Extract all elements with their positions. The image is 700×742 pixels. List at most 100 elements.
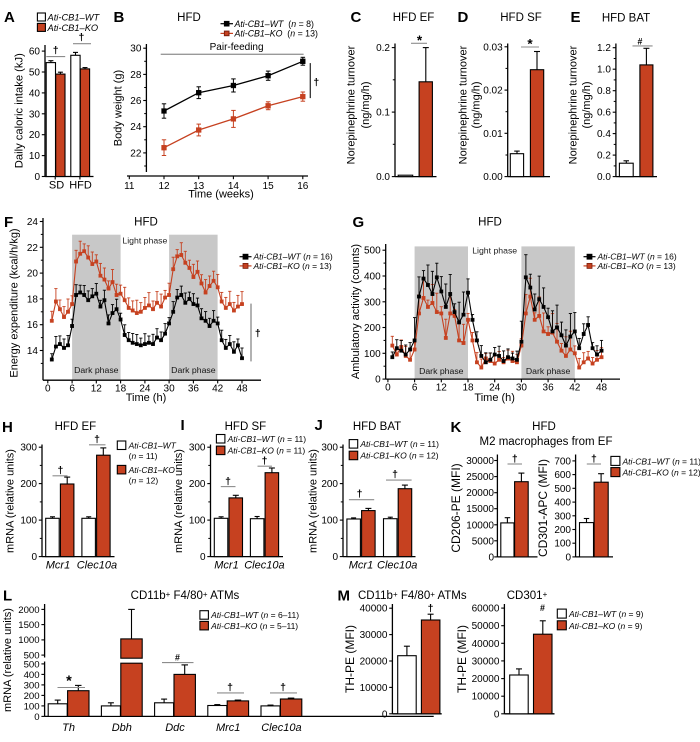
svg-text:10: 10 (29, 151, 41, 162)
svg-text:5000: 5000 (472, 536, 495, 547)
svg-text:100: 100 (189, 516, 206, 527)
svg-text:†: † (78, 32, 84, 44)
svg-text:500: 500 (24, 651, 40, 662)
svg-text:100: 100 (554, 539, 571, 550)
svg-text:20000: 20000 (466, 488, 494, 499)
svg-text:100: 100 (20, 516, 37, 527)
svg-text:SD: SD (49, 180, 64, 192)
svg-text:Energy expenditure (kcal/h/kg): Energy expenditure (kcal/h/kg) (9, 228, 21, 377)
svg-text:Ati-CB1–KO (n = 13): Ati-CB1–KO (n = 13) (597, 261, 676, 271)
svg-text:0: 0 (200, 552, 206, 563)
svg-text:0.0: 0.0 (597, 172, 611, 183)
svg-text:Dark phase: Dark phase (419, 366, 464, 376)
svg-text:0: 0 (488, 552, 494, 563)
svg-text:†: † (53, 45, 59, 57)
svg-text:HFD BAT: HFD BAT (602, 13, 650, 25)
svg-text:0: 0 (45, 383, 51, 394)
svg-text:†: † (591, 453, 597, 465)
svg-text:12: 12 (158, 181, 170, 192)
svg-text:400: 400 (24, 670, 40, 681)
svg-text:2000: 2000 (18, 605, 39, 616)
svg-text:†: † (94, 434, 100, 446)
svg-text:0: 0 (34, 712, 39, 723)
svg-text:0.00: 0.00 (483, 172, 503, 183)
svg-text:HFD: HFD (532, 421, 556, 433)
svg-text:Ati-CB1–KO (n = 12): Ati-CB1–KO (n = 12) (359, 451, 438, 461)
svg-text:1500: 1500 (18, 620, 39, 631)
svg-text:B: B (114, 9, 125, 26)
svg-text:200: 200 (189, 479, 206, 490)
svg-text:10000: 10000 (360, 683, 388, 694)
svg-text:0.2: 0.2 (597, 151, 611, 162)
svg-text:†: † (512, 453, 518, 465)
svg-text:14: 14 (27, 346, 39, 357)
svg-text:mRNA (relative units): mRNA (relative units) (2, 608, 14, 712)
svg-text:0: 0 (31, 552, 37, 563)
svg-text:26: 26 (130, 96, 142, 107)
svg-text:Clec10a: Clec10a (377, 560, 417, 572)
svg-text:0.0: 0.0 (376, 172, 390, 183)
svg-text:(ng/mg/h): (ng/mg/h) (360, 81, 372, 128)
svg-text:50: 50 (29, 68, 41, 79)
svg-text:TH-PE (MFI): TH-PE (MFI) (343, 625, 357, 693)
svg-text:700: 700 (554, 456, 571, 467)
svg-text:HFD: HFD (134, 217, 158, 229)
svg-text:200: 200 (554, 525, 571, 536)
svg-text:†: † (262, 455, 268, 467)
svg-text:(ng/mg/h): (ng/mg/h) (471, 81, 483, 128)
svg-text:0: 0 (375, 375, 381, 386)
svg-text:HFD: HFD (478, 217, 502, 229)
svg-text:†: † (357, 488, 363, 500)
svg-text:16: 16 (297, 181, 309, 192)
svg-text:18: 18 (462, 382, 474, 393)
svg-text:Ati-CB1–KO: Ati-CB1–KO (47, 23, 99, 33)
svg-text:(n = 11): (n = 11) (129, 451, 158, 461)
svg-text:20000: 20000 (472, 674, 500, 685)
svg-text:Norepinephrine turnover: Norepinephrine turnover (568, 45, 580, 164)
svg-text:H: H (2, 419, 13, 436)
svg-text:HFD SF: HFD SF (500, 12, 542, 24)
svg-text:Ambulatory activity (counts): Ambulatory activity (counts) (350, 244, 362, 379)
svg-text:Dbh: Dbh (112, 722, 132, 734)
svg-text:40000: 40000 (472, 639, 500, 650)
svg-text:Ati-CB1–KO (n = 5–11): Ati-CB1–KO (n = 5–11) (210, 621, 298, 631)
svg-text:0.4: 0.4 (597, 129, 611, 140)
svg-text:K: K (451, 419, 462, 436)
svg-text:0.01: 0.01 (483, 129, 503, 140)
svg-text:60000: 60000 (472, 604, 500, 615)
svg-text:†: † (255, 328, 261, 340)
svg-text:500: 500 (364, 246, 381, 257)
svg-text:0.1: 0.1 (376, 108, 390, 119)
svg-text:48: 48 (236, 383, 248, 394)
svg-text:Mcr1: Mcr1 (46, 560, 70, 572)
svg-text:M2 macrophages from EF: M2 macrophages from EF (480, 436, 613, 448)
svg-text:600: 600 (554, 470, 571, 481)
svg-text:G: G (353, 214, 365, 231)
svg-text:#: # (540, 603, 545, 613)
svg-text:0: 0 (494, 709, 500, 720)
svg-text:mRNA (relative units): mRNA (relative units) (5, 449, 17, 553)
svg-text:Light phase: Light phase (472, 246, 517, 256)
svg-text:0: 0 (565, 552, 571, 563)
svg-text:CD301-APC (MFI): CD301-APC (MFI) (536, 459, 550, 557)
svg-text:100: 100 (321, 516, 338, 527)
svg-text:24: 24 (27, 217, 39, 228)
svg-text:TH-PE (MFI): TH-PE (MFI) (455, 625, 469, 693)
svg-text:0.8: 0.8 (597, 86, 611, 97)
svg-text:Body weight (g): Body weight (g) (113, 70, 125, 146)
svg-text:Norepinephrine turnover: Norepinephrine turnover (346, 45, 358, 164)
svg-text:50000: 50000 (472, 621, 500, 632)
svg-text:100: 100 (24, 701, 40, 712)
svg-text:500: 500 (554, 484, 571, 495)
svg-text:1.2: 1.2 (597, 43, 611, 54)
svg-text:30000: 30000 (472, 656, 500, 667)
svg-text:0.6: 0.6 (597, 108, 611, 119)
svg-text:HFD: HFD (177, 12, 201, 24)
svg-text:Clec10a: Clec10a (244, 560, 284, 572)
svg-text:300: 300 (24, 680, 40, 691)
svg-text:0: 0 (382, 709, 388, 720)
svg-text:†: † (227, 681, 233, 693)
svg-text:#: # (175, 652, 180, 662)
svg-text:400: 400 (554, 498, 571, 509)
svg-text:L: L (3, 588, 12, 605)
